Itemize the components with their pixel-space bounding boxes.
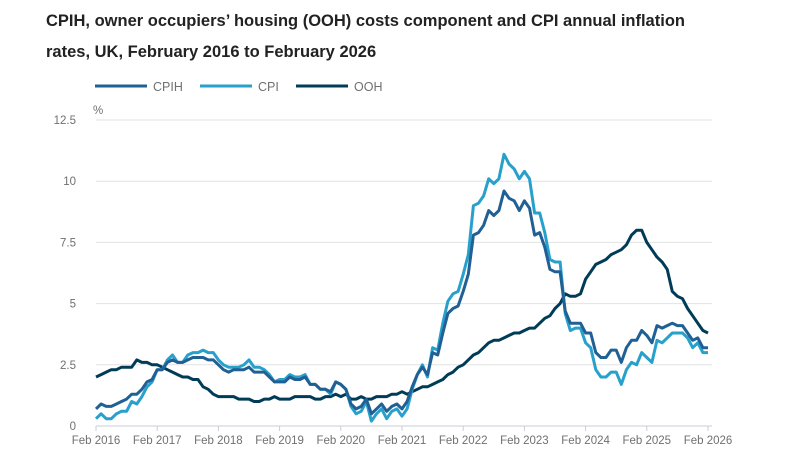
y-axis-unit: % xyxy=(93,105,103,117)
x-tick-label: Feb 2023 xyxy=(500,435,549,447)
x-tick-label: Feb 2022 xyxy=(439,435,488,447)
x-tick-label: Feb 2018 xyxy=(194,435,243,447)
y-tick-label: 7.5 xyxy=(60,237,76,249)
x-tick-label: Feb 2019 xyxy=(255,435,304,447)
series-line-ooh xyxy=(95,228,709,403)
x-tick-label: Feb 2020 xyxy=(316,435,365,447)
chart-title: CPIH, owner occupiers’ housing (OOH) cos… xyxy=(46,12,685,61)
legend-label-cpi: CPI xyxy=(258,80,279,94)
y-tick-label: 10 xyxy=(63,176,76,188)
x-tick-label: Feb 2024 xyxy=(561,435,610,447)
x-tick-label: Feb 2026 xyxy=(684,435,733,447)
x-tick-label: Feb 2017 xyxy=(133,435,182,447)
y-tick-label: 5 xyxy=(70,299,76,311)
y-tick-label: 2.5 xyxy=(60,360,76,372)
legend-label-cpih: CPIH xyxy=(153,80,183,94)
y-tick-label: 12.5 xyxy=(54,115,76,127)
x-tick-label: Feb 2025 xyxy=(622,435,671,447)
y-tick-label: 0 xyxy=(70,421,76,433)
series-line-cpih xyxy=(94,189,708,416)
series-line-cpi xyxy=(94,152,708,423)
legend-label-ooh: OOH xyxy=(354,80,382,94)
x-tick-label: Feb 2016 xyxy=(72,435,121,447)
x-tick-label: Feb 2021 xyxy=(378,435,427,447)
